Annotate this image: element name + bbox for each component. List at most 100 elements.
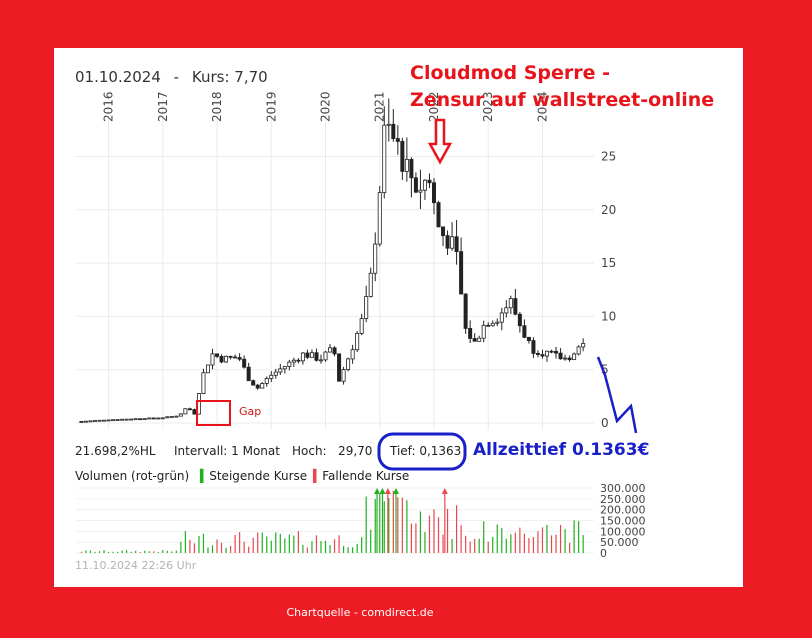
candle-body [490,322,495,327]
candle-body [576,346,581,355]
candle-body [138,418,143,421]
candle-body [522,325,527,338]
volume-layer [80,488,584,553]
candle-body [373,243,378,274]
candle-body [332,347,337,355]
timestamp: 11.10.2024 22:26 Uhr [75,559,197,572]
candle-body [124,418,129,421]
candle-body [169,416,174,418]
candle-body [368,272,373,297]
y-tick-label: 5 [601,363,609,377]
candle-body [422,179,427,191]
x-tick-label: 2022 [427,91,441,122]
candle-body [535,353,540,355]
volume-legend-up: ▍Steigende Kurse [200,469,307,483]
candle-body [215,353,220,357]
y-tick-label: 0 [601,416,609,430]
candle-body [581,343,586,348]
candle-body [400,141,405,172]
candle-body [278,368,283,373]
volume-overflow-arrow-icon [393,488,400,494]
candle-body [540,354,545,357]
volume-tick-label: 300.000 [600,482,646,495]
chart-source: Chartquelle - comdirect.de [286,606,434,619]
volume-tick-label: 200.000 [600,504,646,517]
candle-body [79,421,84,423]
candle-body [120,418,125,421]
candle-body [549,350,554,353]
candle-body [436,202,441,228]
candle-body [477,337,482,342]
candle-body [205,364,210,374]
volume-legend-title: Volumen (rot-grün) [75,469,190,483]
candle-body [544,350,549,357]
candle-body [273,371,278,376]
candle-body [350,349,355,360]
y-tick-label: 25 [601,149,616,163]
candle-body [260,383,265,389]
candle-body [355,333,360,351]
candle-body [463,293,468,329]
candle-body [106,419,111,422]
candle-body [187,408,192,411]
volume-overflow-arrow-icon [441,488,448,494]
candle-layer [79,98,586,423]
candle-body [300,352,305,362]
x-tick-label: 2018 [210,91,224,122]
candle-body [468,328,473,339]
stat-performance: 21.698,2%HL [75,444,156,458]
candle-body [97,419,102,422]
stat-interval: Intervall: 1 Monat [174,444,280,458]
candle-body [382,124,387,194]
x-tick-label: 2024 [535,91,549,122]
candle-body [160,417,165,420]
x-tick-label: 2016 [102,91,116,122]
x-tick-layer: 2016 2017 2018 2019 2020 2021 2022 2023 2024 [102,91,550,122]
candle-body [459,251,464,295]
candle-body [341,369,346,382]
header-separator: - [173,68,180,86]
down-arrow-icon [427,118,453,165]
stat-high: Hoch: 29,70 [292,444,373,458]
candle-body [558,352,563,360]
candle-body [563,357,568,360]
x-tick-label: 2020 [319,91,333,122]
chart-panel [54,48,743,587]
candle-body [318,359,323,362]
candle-body [486,324,491,327]
candle-body [517,313,522,327]
x-tick-label: 2019 [264,91,278,122]
candle-body [346,358,351,370]
y-tick-layer: 0 5 10 15 20 25 [601,149,616,430]
candle-body [201,372,206,394]
candle-body [219,356,224,363]
candle-body [305,352,310,358]
candle-body [359,318,364,334]
candle-body [391,123,396,139]
annotation-all-time-low: Allzeittief 0.1363€ [473,440,650,460]
gap-label: Gap [239,405,262,418]
annotation-layer [196,118,638,471]
candle-body [178,413,183,417]
stat-low: Tief: 0,1363 [390,444,462,458]
candle-body [251,380,256,386]
projection-line [596,356,638,434]
candle-body [165,416,170,419]
candle-body [115,419,120,421]
header-price: Kurs: 7,70 [191,68,268,86]
candle-body [427,179,432,184]
candle-body [309,352,314,358]
grid-layer [76,95,594,554]
candle-body [287,361,292,367]
candle-body [296,359,301,362]
candle-body [495,321,500,324]
x-tick-label: 2021 [373,91,387,122]
candle-body [504,307,509,314]
candle-body [526,336,531,341]
candle-body [337,353,342,382]
candle-body [269,374,274,379]
x-tick-label: 2023 [481,91,495,122]
candle-body [531,340,536,354]
candle-body [237,357,242,360]
